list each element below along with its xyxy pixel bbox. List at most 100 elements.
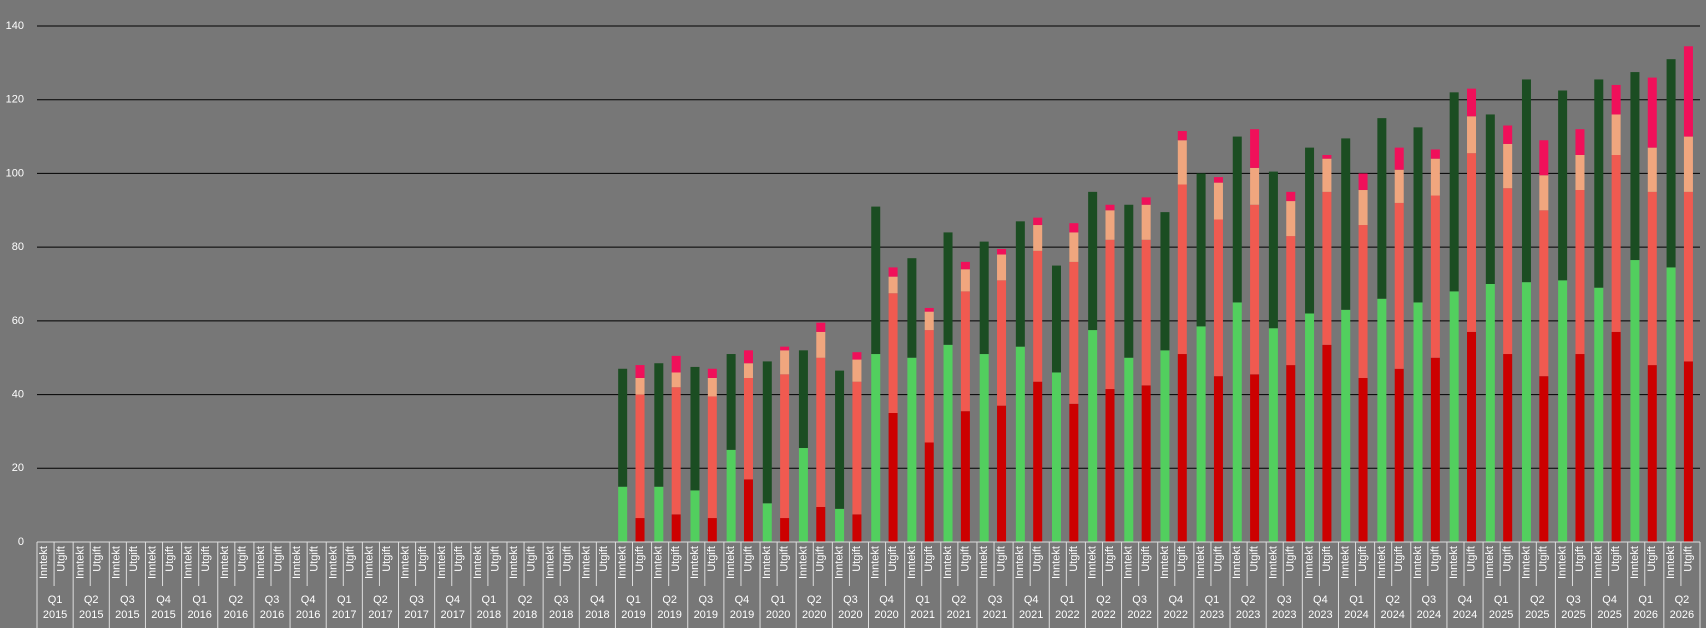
bar-segment (798, 448, 808, 542)
bar-label: Inntekt (436, 546, 448, 579)
bar-segment (1394, 147, 1404, 170)
bar-label: Utgift (1465, 546, 1477, 572)
bar-segment (1413, 302, 1423, 542)
x-tick-label: Q4 (301, 594, 316, 606)
bar-segment (816, 506, 826, 542)
bar-label: Inntekt (797, 546, 809, 579)
bar-segment (1069, 223, 1079, 233)
bar-segment (1033, 250, 1043, 382)
bar-label: Inntekt (1267, 546, 1279, 579)
x-tick-label: 2021 (1019, 609, 1043, 621)
bar-label: Inntekt (219, 546, 231, 579)
bar-segment (1141, 385, 1151, 542)
bar-segment (1558, 280, 1568, 542)
bar-segment (1322, 155, 1332, 159)
bar-segment (852, 352, 862, 360)
bar-segment (1666, 59, 1676, 268)
x-tick-label: 2015 (115, 609, 139, 621)
bar-segment (1105, 210, 1115, 240)
x-tick-label: 2020 (874, 609, 898, 621)
bar-segment (762, 361, 772, 504)
bar-segment (743, 363, 753, 378)
bar-segment (1160, 212, 1170, 351)
bar-segment (1394, 169, 1404, 203)
bar-segment (1647, 365, 1657, 542)
bar-label: Inntekt (1412, 546, 1424, 579)
y-tick-label: 0 (18, 536, 24, 548)
bar-label: Utgift (345, 546, 357, 572)
bar-segment (1430, 195, 1440, 358)
bar-segment (1141, 197, 1151, 205)
bar-segment (1250, 374, 1260, 542)
bar-segment (1124, 204, 1134, 358)
bar-segment (1647, 191, 1657, 366)
x-tick-label: 2025 (1597, 609, 1621, 621)
x-tick-label: Q1 (482, 594, 497, 606)
x-tick-label: Q3 (843, 594, 858, 606)
x-tick-label: 2019 (730, 609, 754, 621)
bar-segment (816, 357, 826, 507)
y-tick-label: 20 (12, 462, 24, 474)
bar-label: Inntekt (906, 546, 918, 579)
bar-segment (1213, 177, 1223, 183)
bar-segment (1213, 376, 1223, 542)
bar-label: Utgift (887, 546, 899, 572)
x-tick-label: 2019 (694, 609, 718, 621)
bar-segment (1521, 79, 1531, 283)
bar-segment (1594, 79, 1604, 288)
bar-segment (1232, 302, 1242, 542)
bar-segment (871, 206, 881, 355)
bar-segment (635, 377, 645, 395)
bar-label: Utgift (1104, 546, 1116, 572)
bar-label: Inntekt (544, 546, 556, 579)
x-tick-label: 2021 (983, 609, 1007, 621)
x-tick-label: Q2 (373, 594, 388, 606)
bar-label: Inntekt (1448, 546, 1460, 579)
bar-segment (654, 486, 664, 542)
x-tick-label: Q1 (48, 594, 63, 606)
bar-segment (1358, 377, 1368, 542)
bar-segment (1611, 155, 1621, 332)
bar-segment (816, 331, 826, 358)
bar-segment (671, 355, 681, 373)
bar-label: Inntekt (327, 546, 339, 579)
bar-segment (743, 350, 753, 364)
bar-segment (1322, 158, 1332, 192)
bar-segment (1305, 313, 1315, 542)
bar-segment (1503, 188, 1513, 355)
x-tick-label: 2015 (151, 609, 175, 621)
bar-segment (1268, 328, 1278, 542)
bar-segment (635, 394, 645, 519)
bar-segment (907, 258, 917, 358)
bar-segment (888, 267, 898, 277)
x-tick-label: 2017 (441, 609, 465, 621)
bar-label: Inntekt (1376, 546, 1388, 579)
x-tick-label: Q2 (1241, 594, 1256, 606)
x-tick-label: Q1 (1349, 594, 1364, 606)
bar-label: Utgift (851, 546, 863, 572)
bar-segment (1394, 202, 1404, 369)
bar-segment (1051, 265, 1061, 373)
bar-segment (618, 486, 628, 542)
bar-label: Utgift (1610, 546, 1622, 572)
bar-label: Utgift (1682, 546, 1694, 572)
bar-label: Inntekt (1195, 546, 1207, 579)
bar-segment (1521, 282, 1531, 542)
bar-segment (1105, 389, 1115, 542)
bar-label: Utgift (128, 546, 140, 572)
bar-label: Utgift (1502, 546, 1514, 572)
bar-label: Utgift (1574, 546, 1586, 572)
x-tick-label: 2022 (1127, 609, 1151, 621)
x-tick-label: 2025 (1561, 609, 1585, 621)
bar-segment (960, 269, 970, 292)
bar-label: Inntekt (1087, 546, 1099, 579)
bar-label: Inntekt (183, 546, 195, 579)
bar-segment (1430, 158, 1440, 196)
y-tick-label: 140 (6, 20, 24, 32)
bar-segment (1105, 239, 1115, 390)
bar-label: Utgift (272, 546, 284, 572)
bar-segment (635, 365, 645, 378)
x-tick-label: 2018 (549, 609, 573, 621)
bar-label: Utgift (164, 546, 176, 572)
bar-segment (1630, 260, 1640, 542)
